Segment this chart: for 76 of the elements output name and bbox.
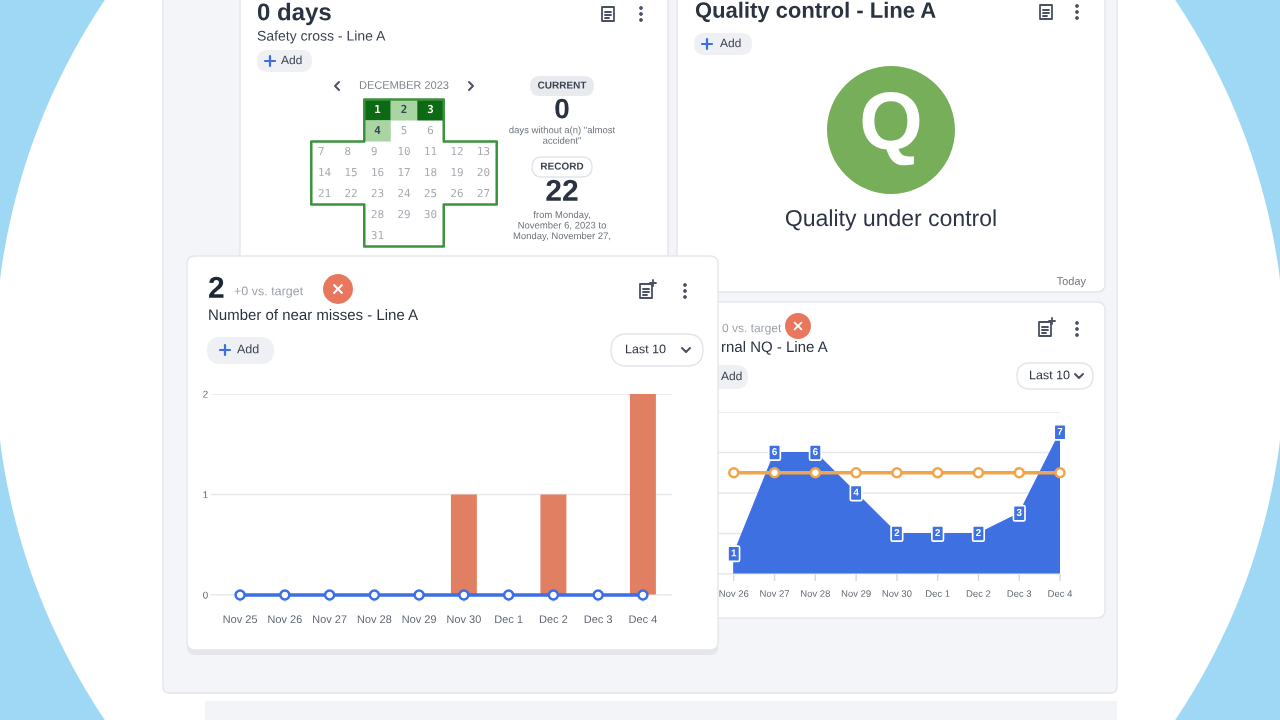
x-tick-label: Dec 3 (1007, 590, 1032, 597)
text: 1 (375, 105, 381, 114)
x-tick-label: Nov 30 (882, 590, 912, 597)
data-label: 7 (1057, 427, 1063, 435)
text: Quality under control (785, 209, 996, 231)
x-tick-label: Nov 29 (402, 615, 437, 624)
data-label: 6 (772, 448, 777, 456)
text: Add (281, 55, 302, 65)
x-tick-label: Nov 28 (801, 590, 830, 597)
text: Today (1056, 276, 1086, 288)
x-tick-label: Dec 1 (495, 615, 523, 624)
text: 3 (427, 104, 434, 114)
text: 14 15 16 17 18 19 20 (319, 167, 490, 177)
text: 21 22 23 24 25 26 27 (318, 188, 490, 198)
text: days without a(n) "almost accident" (509, 126, 616, 144)
x-tick-label: Nov 30 (447, 615, 481, 624)
point (972, 466, 985, 479)
chart-title: Number of near misses - Line A (209, 309, 419, 321)
text: 0 (555, 98, 569, 119)
x-tick-label: Dec 3 (584, 615, 613, 624)
text: Safety cross - Line A (257, 30, 386, 44)
x-tick-label: Nov 27 (760, 590, 790, 597)
x-tick-label: Nov 28 (357, 615, 392, 624)
x-tick-label: Nov 27 (313, 615, 347, 624)
data-label: 3 (1016, 508, 1022, 516)
data-label: 2 (935, 529, 941, 537)
x-tick-label: Nov 25 (223, 615, 258, 624)
point (1054, 466, 1066, 479)
x-tick-label: Dec 4 (1048, 590, 1073, 597)
text: 2 (401, 104, 407, 114)
point (768, 466, 781, 479)
x-tick-label: Dec 2 (539, 615, 568, 624)
text: Last 10 (626, 344, 666, 354)
text: 31 (371, 230, 384, 240)
text: 7 8 9 10 11 12 13 (318, 146, 490, 156)
point (931, 466, 944, 479)
data-label: 6 (812, 448, 818, 456)
text: 0 vs. target (722, 323, 782, 335)
text: 6 (427, 125, 434, 135)
text: DECEMBER 2023 (359, 81, 449, 89)
text: CURRENT (537, 81, 587, 89)
point (728, 466, 740, 479)
x-tick-label: Dec 1 (926, 590, 950, 597)
data-label: 4 (853, 488, 859, 496)
text: RECORD (541, 162, 584, 170)
chart-title: rnal NQ - Line A (722, 341, 828, 355)
text: from Monday, November 6, 2023 to Monday, November 27, (513, 211, 611, 241)
text: 29 (398, 209, 410, 219)
x-tick-label: Nov 26 (268, 615, 302, 624)
point (809, 466, 822, 479)
text: 5 (401, 126, 407, 135)
point (891, 466, 903, 479)
y-tick-label: 1 (203, 491, 208, 499)
x-tick-label: Nov 26 (719, 590, 749, 597)
text: Quality control - Line A (695, 1, 936, 23)
x-tick-label: Dec 2 (966, 590, 991, 597)
data-label: 2 (976, 529, 981, 537)
data-label: 2 (894, 529, 900, 537)
x-tick-label: Nov 29 (841, 590, 871, 597)
text: 30 (424, 209, 437, 219)
data-label: 1 (731, 549, 737, 557)
point (1013, 466, 1025, 479)
text: 28 (371, 209, 384, 219)
text: Add (720, 38, 741, 48)
y-tick-label: 0 (203, 591, 208, 599)
text: Add (721, 371, 742, 381)
text: 4 (374, 126, 381, 135)
point (850, 466, 862, 479)
text: Q (862, 91, 920, 166)
text: 22 (546, 179, 578, 201)
text: Last 10 (1030, 370, 1070, 380)
x-tick-label: Dec 4 (629, 615, 657, 624)
text: +0 vs. target (234, 286, 304, 298)
text: 0 days (257, 2, 331, 26)
y-tick-label: 2 (203, 390, 208, 398)
text: Add (237, 344, 259, 354)
